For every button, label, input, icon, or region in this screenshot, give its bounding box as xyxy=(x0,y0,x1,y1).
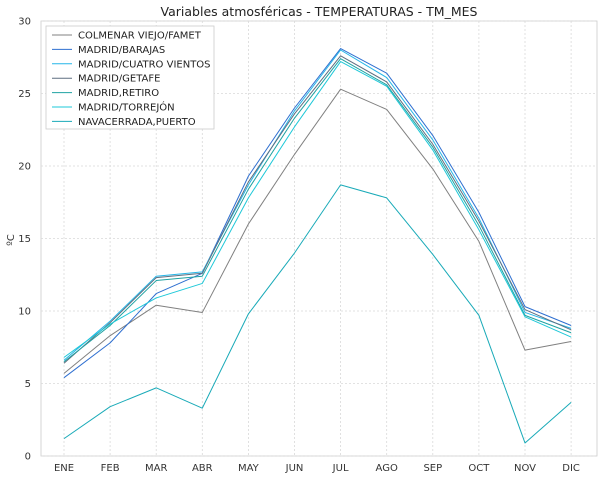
x-tick-label: OCT xyxy=(468,463,490,474)
y-tick-label: 10 xyxy=(18,307,31,318)
legend-label: MADRID/CUATRO VIENTOS xyxy=(78,59,211,70)
legend-label: MADRID/TORREJÓN xyxy=(78,101,175,114)
legend-label: MADRID/BARAJAS xyxy=(78,45,165,56)
x-tick-label: ENE xyxy=(54,463,74,474)
x-tick-label: NOV xyxy=(514,463,536,474)
series-line-3 xyxy=(63,55,572,364)
y-tick-label: 5 xyxy=(25,379,31,390)
y-tick-label: 20 xyxy=(18,162,31,173)
x-tick-label: DIC xyxy=(562,463,580,474)
x-tick-label: ABR xyxy=(192,463,213,474)
series-line-5 xyxy=(63,61,572,358)
x-tick-label: AGO xyxy=(376,463,398,474)
legend-label: COLMENAR VIEJO/FAMET xyxy=(78,31,202,42)
y-axis-ticks: 0 5 10 15 20 25 30 xyxy=(18,17,31,463)
legend-box xyxy=(45,25,215,130)
y-tick-label: 0 xyxy=(25,452,31,463)
x-tick-label: SEP xyxy=(423,463,442,474)
legend: COLMENAR VIEJO/FAMET MADRID/BARAJAS MADRID… xyxy=(45,25,215,130)
x-axis-ticks: ENE FEB MAR ABR MAY JUN JUL AGO SEP OCT NOV DIC xyxy=(54,463,580,474)
chart-title: Variables atmosféricas - TEMPERATURAS - … xyxy=(161,4,478,19)
legend-label: MADRID,RETIRO xyxy=(78,88,159,99)
y-tick-label: 15 xyxy=(18,234,31,245)
legend-label: MADRID/GETAFE xyxy=(78,74,160,85)
x-tick-label: JUL xyxy=(332,463,349,474)
x-tick-label: JUN xyxy=(285,463,304,474)
x-tick-label: FEB xyxy=(101,463,120,474)
x-tick-label: MAY xyxy=(238,463,260,474)
legend-label: NAVACERRADA,PUERTO xyxy=(78,117,196,128)
series-line-6 xyxy=(63,184,572,444)
y-tick-label: 30 xyxy=(18,17,31,28)
series-lines xyxy=(63,48,572,444)
series-line-4 xyxy=(63,58,572,363)
x-tick-label: MAR xyxy=(145,463,167,474)
y-axis-label: ºC xyxy=(6,234,17,246)
series-line-2 xyxy=(63,49,572,361)
series-line-0 xyxy=(63,88,572,374)
y-tick-label: 25 xyxy=(18,89,31,100)
